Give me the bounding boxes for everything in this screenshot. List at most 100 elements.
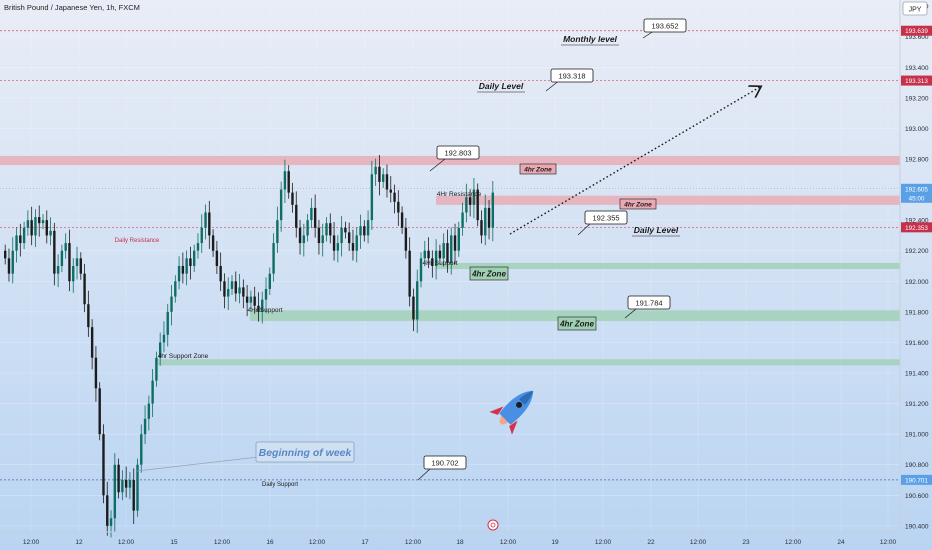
candle[interactable] — [351, 229, 355, 261]
candle[interactable] — [249, 290, 253, 309]
candle[interactable] — [30, 206, 33, 246]
candle[interactable] — [72, 258, 75, 293]
candle[interactable] — [68, 229, 71, 292]
candle[interactable] — [121, 470, 124, 501]
candle[interactable] — [75, 246, 79, 280]
candle[interactable] — [385, 164, 389, 198]
candle[interactable] — [295, 191, 298, 238]
candle[interactable] — [487, 199, 491, 240]
candle[interactable] — [238, 273, 241, 304]
candle[interactable] — [450, 227, 453, 275]
candle[interactable] — [336, 235, 340, 263]
candle[interactable] — [276, 206, 279, 253]
candle[interactable] — [109, 510, 113, 538]
beginning-of-week-callout[interactable]: Beginning of week — [136, 441, 355, 472]
candle[interactable] — [306, 214, 309, 242]
candle[interactable] — [15, 227, 18, 263]
candle[interactable] — [446, 229, 449, 273]
candle[interactable] — [143, 405, 147, 444]
target-icon[interactable] — [487, 519, 499, 531]
callout-192355[interactable]: 192.355 — [577, 210, 628, 236]
zone-4hr-support-zone-bottom[interactable] — [155, 359, 900, 366]
candle[interactable] — [170, 284, 173, 326]
candle[interactable] — [189, 246, 192, 280]
candle[interactable] — [264, 277, 268, 314]
candle[interactable] — [124, 466, 128, 498]
candle[interactable] — [442, 233, 445, 267]
candle[interactable] — [457, 221, 460, 257]
candle[interactable] — [416, 269, 419, 333]
zone-label-lower[interactable]: 4hr Zone — [557, 316, 597, 331]
candle[interactable] — [155, 351, 158, 387]
callout-193652[interactable]: 193.652 — [642, 18, 687, 39]
candle[interactable] — [378, 155, 381, 196]
candle[interactable] — [393, 184, 396, 214]
candle[interactable] — [219, 252, 222, 292]
zone-4hr-resistance-zone[interactable] — [436, 195, 900, 205]
candle[interactable] — [208, 200, 211, 249]
candle[interactable] — [355, 227, 358, 263]
candle[interactable] — [298, 219, 302, 255]
candle[interactable] — [45, 210, 48, 244]
candle[interactable] — [87, 290, 90, 337]
candle[interactable] — [34, 209, 37, 248]
candle[interactable] — [480, 210, 483, 244]
candle[interactable] — [211, 229, 215, 257]
candle[interactable] — [261, 291, 264, 324]
zone-4hr-zone-lower[interactable] — [250, 310, 900, 322]
candle[interactable] — [465, 183, 468, 223]
zone-4hr-zone-top[interactable] — [0, 155, 900, 166]
candle[interactable] — [234, 271, 237, 302]
candle[interactable] — [166, 303, 169, 347]
currency-box[interactable] — [902, 1, 928, 16]
candle[interactable] — [174, 275, 177, 303]
candle[interactable] — [408, 237, 411, 307]
candle[interactable] — [325, 217, 328, 242]
candle[interactable] — [313, 194, 317, 238]
candle[interactable] — [434, 239, 438, 280]
candle[interactable] — [400, 206, 404, 234]
candle[interactable] — [287, 165, 290, 199]
candle[interactable] — [140, 424, 143, 473]
candle[interactable] — [412, 288, 415, 332]
candle[interactable] — [272, 233, 275, 282]
candle[interactable] — [427, 237, 430, 269]
candle[interactable] — [102, 424, 105, 504]
candle[interactable] — [419, 252, 423, 288]
candle[interactable] — [26, 210, 30, 236]
callout-192803[interactable]: 192.803 — [429, 145, 480, 172]
callout-191784[interactable]: 191.784 — [624, 295, 671, 319]
candle[interactable] — [242, 279, 245, 309]
candle[interactable] — [310, 198, 313, 229]
candle[interactable] — [347, 222, 351, 252]
candle[interactable] — [253, 286, 256, 314]
candle[interactable] — [204, 204, 207, 240]
candle[interactable] — [106, 481, 109, 536]
candle[interactable] — [472, 177, 476, 219]
candle[interactable] — [136, 458, 139, 517]
candle[interactable] — [60, 244, 64, 273]
candle[interactable] — [461, 202, 464, 236]
candle[interactable] — [132, 468, 135, 525]
candle[interactable] — [431, 250, 434, 278]
candle[interactable] — [117, 458, 120, 499]
candle[interactable] — [151, 369, 154, 418]
candle[interactable] — [476, 183, 479, 227]
candle[interactable] — [11, 237, 14, 284]
candle[interactable] — [291, 182, 294, 213]
candle[interactable] — [363, 220, 366, 242]
candle[interactable] — [147, 395, 151, 431]
candle[interactable] — [268, 267, 271, 296]
candle[interactable] — [7, 248, 11, 282]
candle[interactable] — [438, 244, 442, 265]
candle[interactable] — [257, 292, 260, 322]
candle[interactable] — [245, 284, 249, 317]
candle[interactable] — [329, 213, 332, 244]
candle[interactable] — [317, 219, 321, 255]
candle[interactable] — [113, 453, 117, 532]
candle[interactable] — [484, 194, 487, 246]
candle[interactable] — [41, 214, 45, 230]
candle[interactable] — [64, 233, 67, 259]
candle[interactable] — [332, 221, 336, 261]
